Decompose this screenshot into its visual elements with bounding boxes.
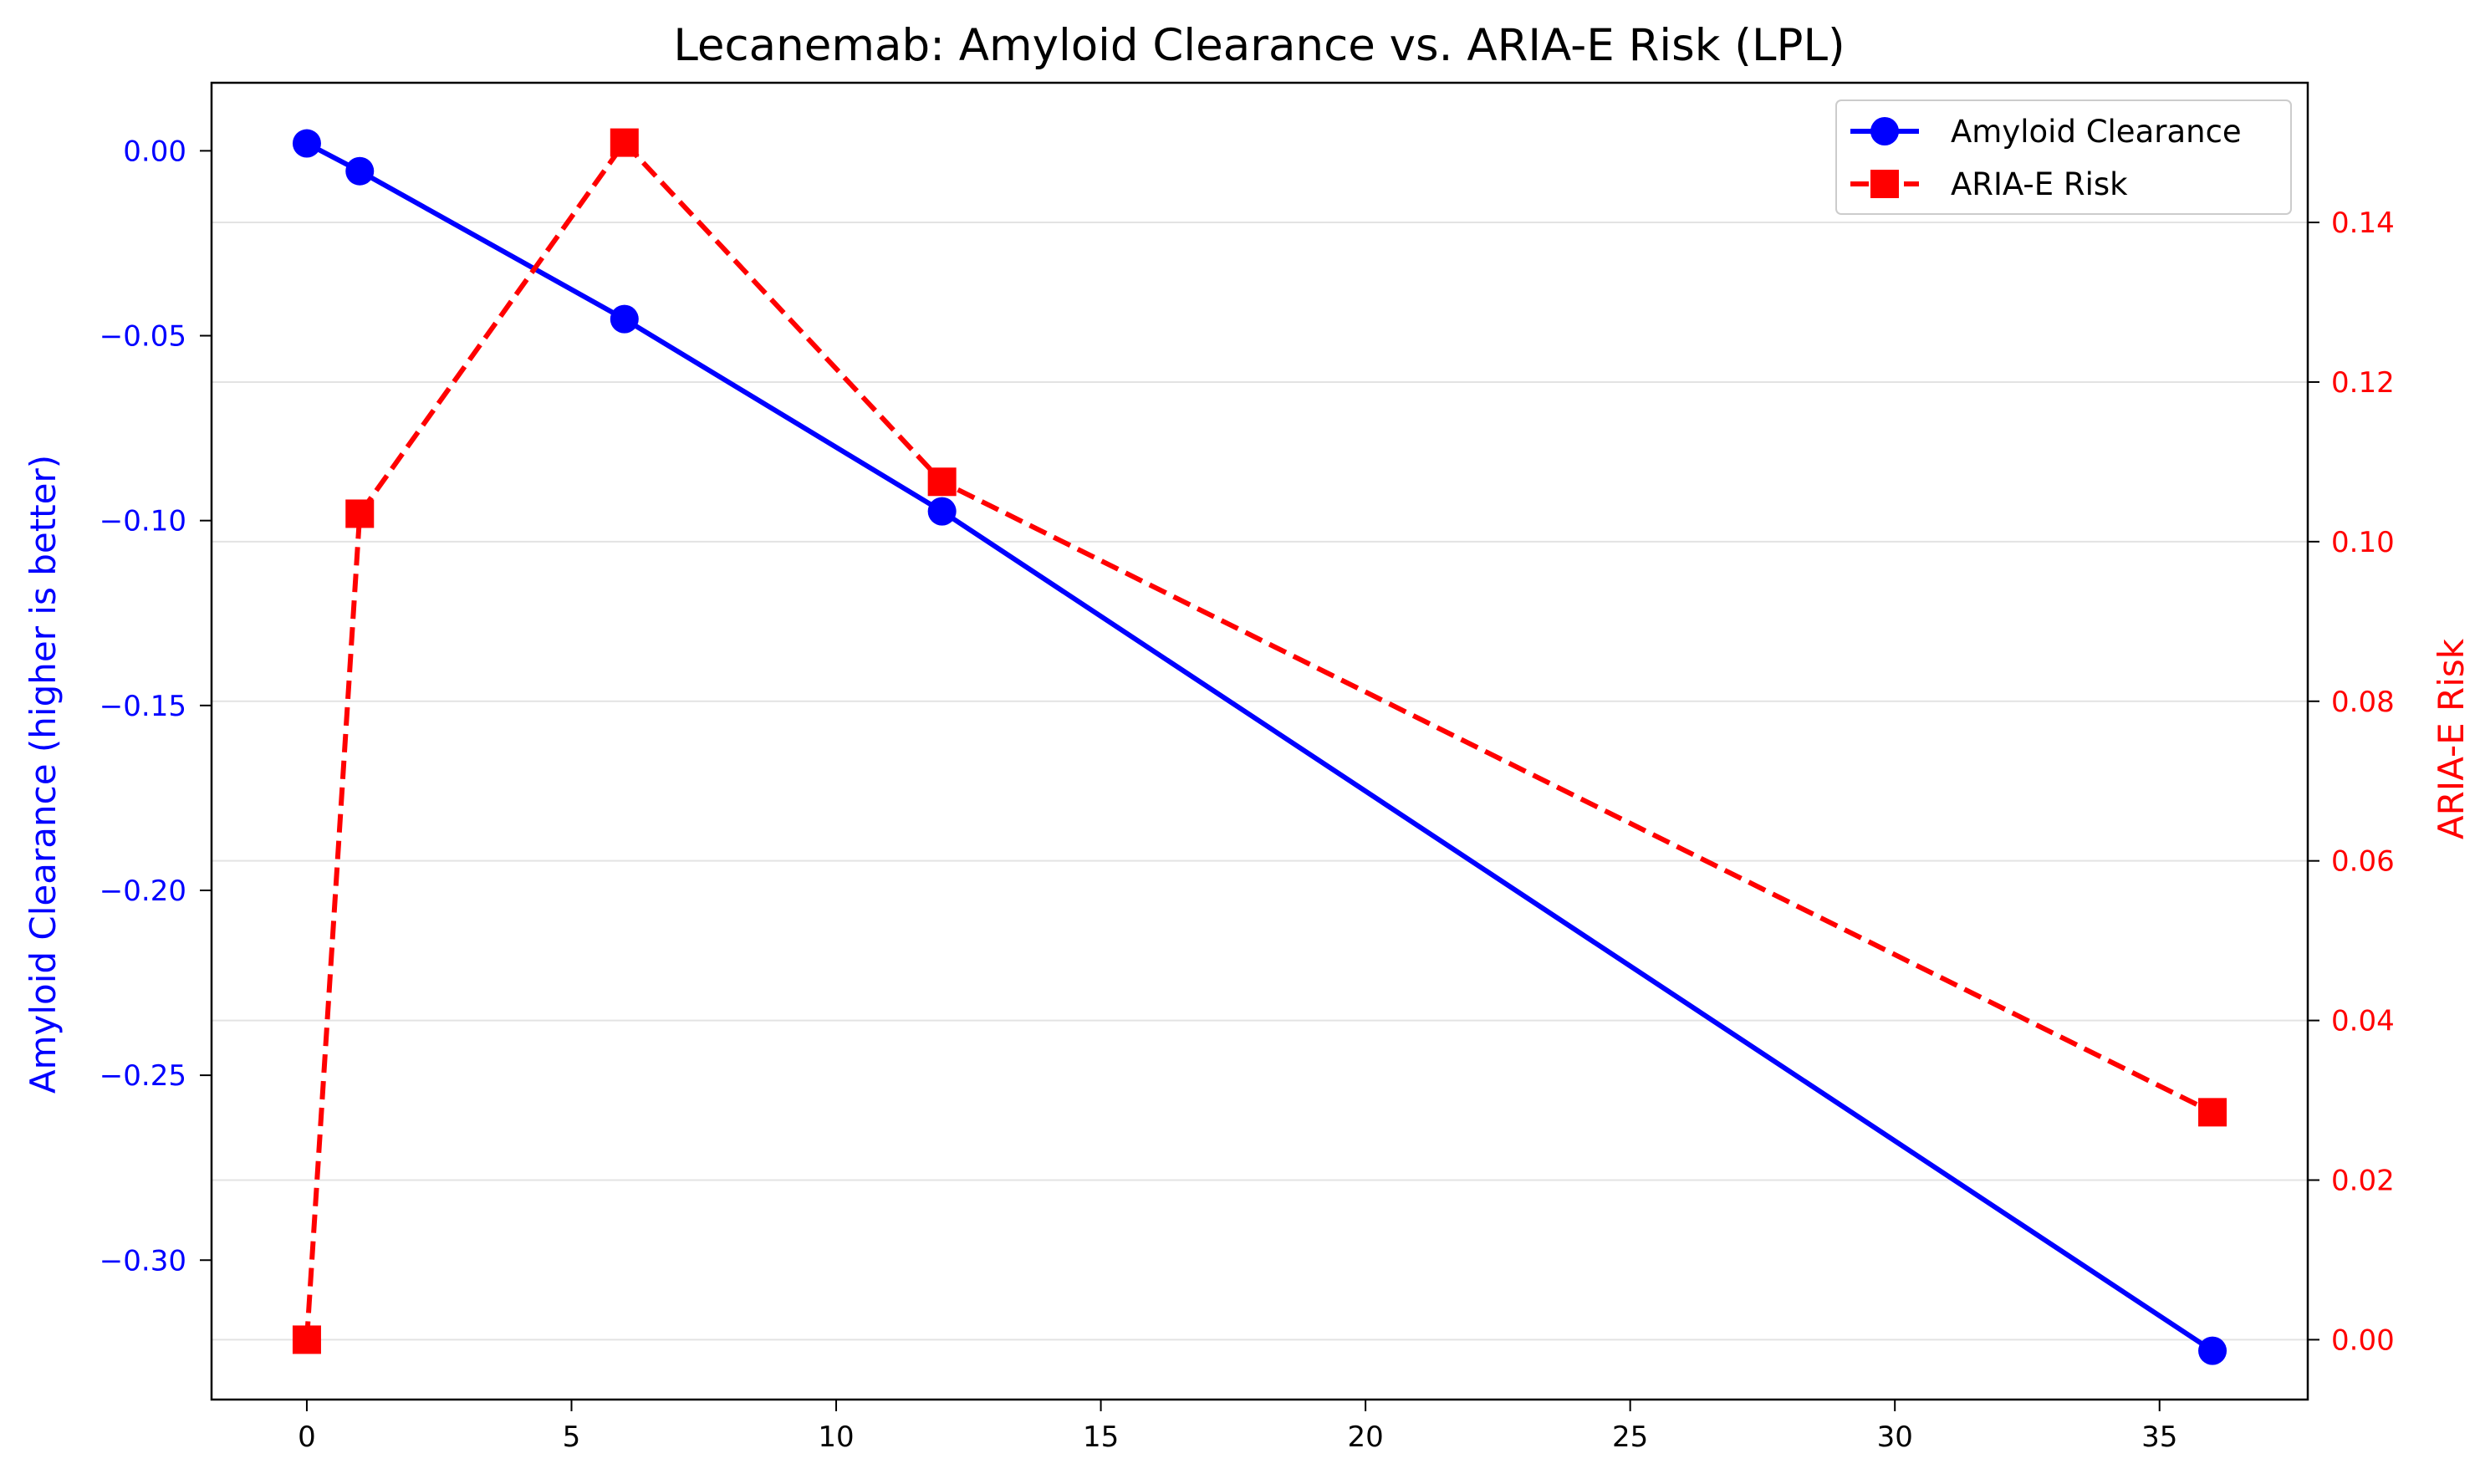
legend: Amyloid Clearance ARIA-E Risk — [1835, 99, 2292, 215]
y-left-tick-label: −0.05 — [100, 320, 186, 354]
y-left-tick-label: −0.25 — [100, 1059, 186, 1093]
legend-label: Amyloid Clearance — [1951, 114, 2242, 150]
x-axis: 0 5 10 15 20 25 30 35 — [298, 1400, 2177, 1454]
series-lines — [292, 128, 2227, 1365]
y-left-tick-label: 0.00 — [123, 135, 186, 168]
y-right-tick-label: 0.00 — [2331, 1323, 2395, 1357]
legend-marker — [1870, 170, 1899, 198]
data-point-aria-e-risk — [345, 499, 375, 528]
x-tick-label: 0 — [298, 1420, 316, 1454]
y-right-tick-label: 0.12 — [2331, 366, 2395, 400]
x-tick-label: 25 — [1612, 1420, 1648, 1454]
y-right-tick-label: 0.14 — [2331, 207, 2395, 240]
chart-title: Lecanemab: Amyloid Clearance vs. ARIA-E … — [673, 20, 1845, 71]
x-tick-label: 5 — [563, 1420, 581, 1454]
y-left-tick-label: −0.15 — [100, 690, 186, 723]
x-tick-label: 30 — [1877, 1420, 1913, 1454]
y-right-tick-label: 0.04 — [2331, 1005, 2395, 1038]
data-point-amyloid-clearance — [2198, 1336, 2227, 1365]
x-tick-label: 15 — [1083, 1420, 1119, 1454]
data-point-amyloid-clearance — [610, 304, 639, 334]
series-line-aria-e-risk — [304, 140, 2214, 1340]
data-point-amyloid-clearance — [927, 497, 957, 526]
data-point-aria-e-risk — [927, 467, 957, 497]
y-axis-left-label: Amyloid Clearance (higher is better) — [23, 455, 64, 1094]
y-axis-right-label: ARIA-E Risk — [2431, 638, 2472, 839]
grid-lines — [212, 222, 2308, 1341]
y-right-tick-label: 0.06 — [2331, 845, 2395, 879]
y-right-tick-label: 0.02 — [2331, 1165, 2395, 1198]
y-axis-right: 0.00 0.02 0.04 0.06 0.08 0.10 0.12 0.14 — [2308, 207, 2395, 1357]
x-tick-label: 20 — [1347, 1420, 1383, 1454]
data-point-amyloid-clearance — [292, 129, 321, 158]
data-point-aria-e-risk — [610, 128, 639, 157]
y-right-tick-label: 0.08 — [2331, 686, 2395, 719]
data-point-aria-e-risk — [292, 1325, 321, 1354]
y-left-tick-label: −0.10 — [100, 505, 186, 538]
y-right-tick-label: 0.10 — [2331, 526, 2395, 559]
y-axis-left: 0.00 −0.05 −0.10 −0.15 −0.20 −0.25 −0.30 — [100, 135, 212, 1277]
data-point-amyloid-clearance — [345, 156, 375, 186]
x-tick-label: 35 — [2141, 1420, 2177, 1454]
data-point-aria-e-risk — [2198, 1098, 2227, 1127]
legend-marker — [1870, 117, 1899, 145]
plot-frame — [210, 81, 2309, 1401]
y-left-tick-label: −0.20 — [100, 875, 186, 908]
x-tick-label: 10 — [818, 1420, 854, 1454]
legend-label: ARIA-E Risk — [1951, 166, 2128, 202]
y-left-tick-label: −0.30 — [100, 1244, 186, 1277]
legend-box — [1835, 99, 2292, 215]
